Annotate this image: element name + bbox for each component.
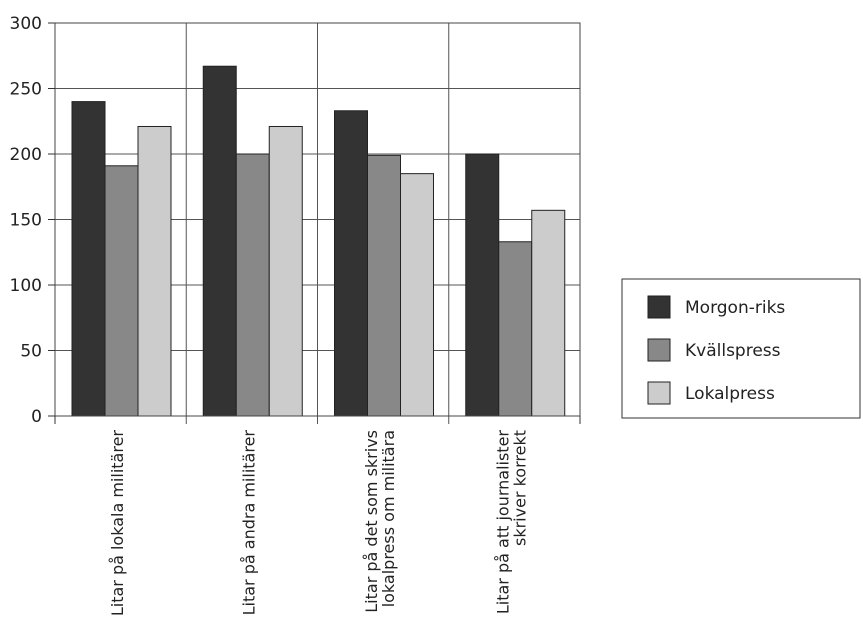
legend-label: Lokalpress [685,384,775,404]
legend-swatch [647,338,671,362]
y-tick-label: 0 [31,407,42,427]
y-tick-label: 300 [10,14,42,34]
legend-label: Morgon-riks [685,298,785,318]
y-tick-label: 100 [10,276,42,296]
legend: Morgon-riks Kvällspress Lokalpress [621,278,861,419]
bar [400,173,434,417]
x-category-label: lokalpress om militära [379,430,398,607]
bar [334,110,368,417]
y-tick-label: 50 [20,342,42,362]
bar [498,241,533,417]
bar [71,101,106,417]
x-category-label: Litar på andra militärer [239,430,258,616]
bar [137,125,172,417]
x-category-label: Litar på det som skrivs [362,430,381,613]
y-tick-label: 200 [10,145,42,165]
bar [202,65,237,417]
legend-label: Kvällspress [685,341,781,361]
bar [268,125,303,417]
bar [235,153,270,417]
x-category-label: Litar på lokala militärer [108,430,127,617]
y-axis-ticks: 0 50 100 150 200 250 300 [10,14,55,427]
bar [104,165,139,417]
bar [367,154,401,417]
y-tick-label: 150 [10,211,42,231]
y-tick-label: 250 [10,80,42,100]
legend-swatch [647,381,671,405]
x-axis-category-labels: Litar på lokala militärer Litar på andra … [108,430,529,617]
bars [71,65,566,417]
bar [465,153,500,417]
bar [531,209,566,417]
x-category-label: skriver korrekt [510,430,529,546]
x-category-label: Litar på att journalister [493,430,512,615]
legend-swatch [647,295,671,319]
